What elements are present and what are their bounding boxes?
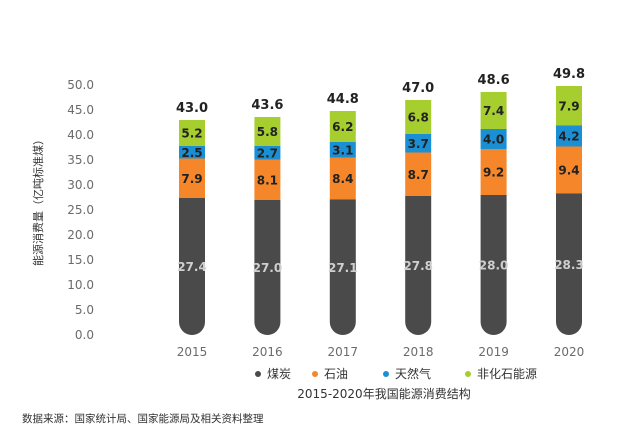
data-label: 6.2 [332, 120, 353, 134]
y-tick-label: 50.0 [67, 78, 94, 92]
data-label: 8.4 [332, 172, 353, 186]
data-label: 5.2 [181, 127, 202, 141]
bar-segment-天然气 [405, 134, 432, 153]
legend-label: 石油 [324, 367, 348, 381]
bar-segment-石油 [329, 157, 356, 200]
bar-group-2015: 27.4 7.9 2.5 5.2 43.0 [176, 101, 208, 335]
legend-label: 非化石能源 [477, 367, 537, 381]
data-label: 3.1 [332, 143, 353, 157]
data-label: 3.7 [408, 137, 429, 151]
data-label: 27.0 [253, 261, 283, 275]
bar-segment-非化石能源 [405, 100, 432, 134]
bar-segment-煤炭 [329, 199, 356, 335]
bar-segment-石油 [179, 158, 205, 198]
legend-marker [312, 371, 318, 377]
data-label: 9.2 [483, 166, 504, 180]
bar-segment-天然气 [254, 146, 281, 160]
bar-group-2019: 28.0 9.2 4.0 7.4 48.6 [478, 73, 510, 335]
y-tick-label: 40.0 [67, 128, 94, 142]
data-label: 4.2 [558, 130, 579, 144]
y-tick-label: 20.0 [67, 228, 94, 242]
bar-segment-石油 [480, 149, 507, 195]
data-label: 7.9 [558, 99, 579, 113]
bar-segment-煤炭 [480, 195, 507, 335]
bar-segment-非化石能源 [480, 92, 507, 129]
y-tick-label: 30.0 [67, 178, 94, 192]
total-label: 48.6 [478, 73, 510, 88]
legend-marker [255, 371, 261, 377]
bar-segment-非化石能源 [254, 117, 281, 146]
bar-segment-石油 [556, 146, 582, 194]
data-label: 7.4 [483, 104, 504, 118]
y-axis-label: 能源消费量（亿吨标准煤） [31, 134, 45, 266]
total-label: 47.0 [402, 81, 434, 96]
bar-group-2016: 27.0 8.1 2.7 5.8 43.6 [251, 98, 283, 335]
data-label: 28.0 [479, 259, 509, 273]
data-label: 8.1 [257, 173, 278, 187]
x-tick-label: 2017 [328, 345, 359, 359]
source-note: 数据来源：国家统计局、国家能源局及相关资料整理 [22, 412, 264, 425]
bar-group-2020: 28.3 9.4 4.2 7.9 49.8 [553, 67, 585, 335]
y-tick-label: 25.0 [67, 203, 94, 217]
bar-segment-非化石能源 [179, 120, 205, 146]
y-tick-label: 0.0 [75, 328, 94, 342]
legend: 煤炭 石油 天然气 非化石能源 [255, 366, 537, 381]
data-label: 6.8 [408, 111, 429, 125]
y-tick-label: 15.0 [67, 253, 94, 267]
total-label: 49.8 [553, 67, 585, 82]
bar-segment-非化石能源 [329, 111, 356, 142]
bar-segment-煤炭 [556, 193, 582, 335]
x-tick-label: 2019 [478, 345, 509, 359]
data-label: 27.8 [403, 259, 433, 273]
bar-segment-煤炭 [254, 200, 281, 335]
x-tick-label: 2018 [403, 345, 434, 359]
legend-label: 天然气 [395, 366, 431, 381]
data-label: 4.0 [483, 133, 504, 147]
bar-segment-天然气 [480, 129, 507, 149]
x-tick-label: 2015 [177, 345, 208, 359]
y-tick-label: 10.0 [67, 278, 94, 292]
y-tick-label: 35.0 [67, 153, 94, 167]
bar-segment-煤炭 [179, 198, 205, 335]
legend-marker [465, 371, 471, 377]
data-label: 8.7 [408, 168, 429, 182]
data-label: 27.1 [328, 261, 358, 275]
chart-title: 2015-2020年我国能源消费结构 [297, 386, 470, 401]
data-label: 9.4 [558, 164, 579, 178]
y-tick-label: 5.0 [75, 303, 94, 317]
x-tick-label: 2016 [252, 345, 283, 359]
x-axis: 2015 2016 2017 2018 2019 2020 [177, 345, 585, 359]
total-label: 43.0 [176, 101, 208, 116]
legend-label: 煤炭 [267, 367, 291, 381]
bar-segment-煤炭 [405, 196, 432, 335]
bars: 27.4 7.9 2.5 5.2 43.0 27.0 8.1 2.7 5.8 43.6 27.1 8.… [176, 67, 585, 335]
data-label: 28.3 [554, 258, 584, 272]
data-label: 2.5 [181, 146, 202, 160]
bar-group-2017: 27.1 8.4 3.1 6.2 44.8 [327, 92, 359, 335]
x-tick-label: 2020 [554, 345, 585, 359]
legend-marker [383, 371, 389, 377]
data-label: 2.7 [257, 146, 278, 160]
data-label: 7.9 [181, 172, 202, 186]
bar-segment-非化石能源 [556, 86, 582, 126]
bar-segment-天然气 [329, 142, 356, 158]
bar-segment-石油 [254, 159, 281, 200]
bar-segment-天然气 [179, 146, 205, 159]
bar-group-2018: 27.8 8.7 3.7 6.8 47.0 [402, 81, 434, 335]
bar-segment-天然气 [556, 125, 582, 147]
data-label: 27.4 [177, 260, 207, 274]
y-axis: 0.0 5.0 10.0 15.0 20.0 25.0 30.0 35.0 40.0 45.0 50… [67, 78, 94, 342]
y-tick-label: 45.0 [67, 103, 94, 117]
bar-segment-石油 [405, 152, 432, 196]
total-label: 44.8 [327, 92, 359, 107]
data-label: 5.8 [257, 125, 278, 139]
total-label: 43.6 [251, 98, 283, 113]
